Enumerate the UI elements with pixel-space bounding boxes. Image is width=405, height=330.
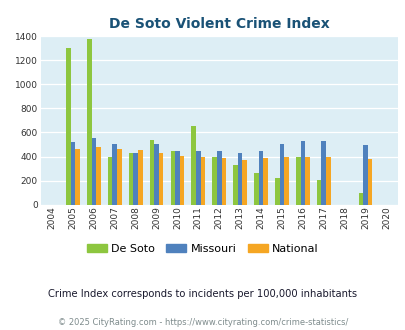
Bar <box>358 193 362 205</box>
Bar <box>158 153 163 205</box>
Bar <box>295 156 300 205</box>
Bar <box>112 145 117 205</box>
Bar <box>87 39 92 205</box>
Bar <box>149 140 154 205</box>
Bar <box>221 158 226 205</box>
Bar <box>242 160 246 205</box>
Bar <box>367 159 371 205</box>
Bar <box>279 145 283 205</box>
Bar <box>237 153 242 205</box>
Bar <box>274 178 279 205</box>
Bar <box>325 157 330 205</box>
Bar <box>316 180 321 205</box>
Bar <box>300 142 305 205</box>
Text: Crime Index corresponds to incidents per 100,000 inhabitants: Crime Index corresponds to incidents per… <box>48 289 357 299</box>
Text: © 2025 CityRating.com - https://www.cityrating.com/crime-statistics/: © 2025 CityRating.com - https://www.city… <box>58 318 347 327</box>
Bar <box>179 156 184 205</box>
Bar <box>263 158 267 205</box>
Bar <box>92 139 96 205</box>
Bar <box>75 149 80 205</box>
Bar <box>232 165 237 205</box>
Bar <box>191 126 196 205</box>
Bar <box>305 156 309 205</box>
Bar <box>133 153 138 205</box>
Bar <box>170 150 175 205</box>
Bar <box>128 153 133 205</box>
Bar <box>200 156 205 205</box>
Bar <box>138 150 142 205</box>
Title: De Soto Violent Crime Index: De Soto Violent Crime Index <box>109 17 329 31</box>
Bar <box>154 145 158 205</box>
Bar <box>117 149 121 205</box>
Bar <box>196 150 200 205</box>
Bar <box>175 150 179 205</box>
Bar <box>254 173 258 205</box>
Bar <box>321 141 325 205</box>
Bar <box>66 48 70 205</box>
Bar <box>258 151 263 205</box>
Bar <box>108 156 112 205</box>
Bar <box>96 148 100 205</box>
Bar <box>284 157 288 205</box>
Bar <box>362 145 367 205</box>
Bar <box>212 157 216 205</box>
Legend: De Soto, Missouri, National: De Soto, Missouri, National <box>82 240 323 258</box>
Bar <box>216 150 221 205</box>
Bar <box>70 142 75 205</box>
